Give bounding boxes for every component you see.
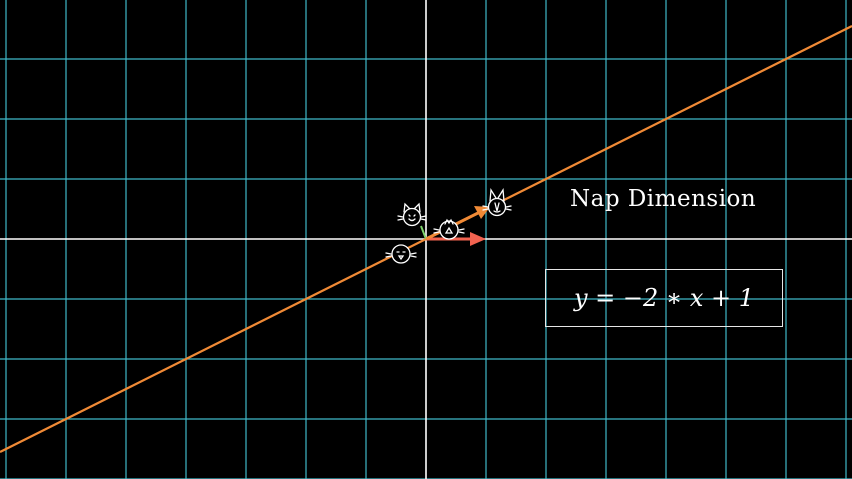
cat-face-icon (397, 202, 427, 227)
equation-text: y = −2 ∗ x + 1 (573, 284, 755, 312)
cat-face-icon (482, 188, 512, 217)
vector-j-arrow (425, 206, 490, 241)
cat-face-icon (433, 218, 465, 240)
dimension-label: Nap Dimension (570, 186, 757, 212)
equation-box: y = −2 ∗ x + 1 (545, 269, 783, 327)
cat-face-icon (385, 244, 417, 264)
vector-small (420, 225, 427, 240)
